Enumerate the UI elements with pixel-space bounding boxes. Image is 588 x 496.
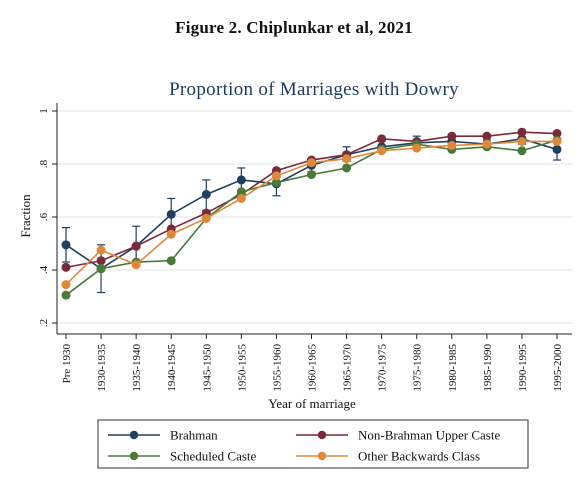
x-tick-label: 1930-1935 (96, 344, 108, 392)
x-tick-label: 1960-1965 (307, 344, 319, 392)
legend-label: Scheduled Caste (170, 449, 257, 464)
data-point (96, 256, 106, 266)
y-tick-label: .2 (38, 319, 50, 327)
data-point (377, 146, 387, 156)
x-tick-label: 1975-1980 (412, 344, 424, 392)
data-point (412, 143, 422, 153)
legend-marker (129, 430, 139, 440)
data-point (96, 245, 106, 255)
x-tick-label: 1985-1990 (482, 344, 494, 392)
x-tick-label: 1990-1995 (517, 344, 529, 392)
x-tick-label: 1935-1940 (131, 344, 143, 392)
x-tick-label: 1945-1950 (201, 344, 213, 392)
data-point (447, 140, 457, 150)
axes (52, 103, 572, 339)
y-tick-label: .6 (38, 212, 50, 221)
data-point (131, 241, 141, 251)
x-tick-label: 1970-1975 (377, 344, 389, 392)
legend-label: Non-Brahman Upper Caste (358, 428, 500, 443)
legend-item: Brahman (108, 428, 218, 443)
data-point (166, 229, 176, 239)
data-point (377, 134, 387, 144)
data-point (61, 290, 71, 300)
series-3 (61, 136, 562, 290)
data-point (96, 264, 106, 274)
data-point (517, 127, 527, 137)
x-tick-label: Pre 1930 (61, 344, 73, 384)
x-tick-labels: Pre 1930 1930-1935 1935-1940 1940-1945 1945-… (61, 344, 564, 392)
data-point (201, 213, 211, 223)
x-tick-label: 1955-1960 (271, 344, 283, 392)
data-point (447, 131, 457, 141)
data-point (482, 131, 492, 141)
legend-item: Scheduled Caste (108, 449, 257, 464)
data-point (306, 170, 316, 180)
data-point (201, 189, 211, 199)
legend-label: Brahman (170, 428, 218, 443)
legend-label: Other Backwards Class (358, 449, 480, 464)
legend-marker (317, 451, 327, 461)
y-tick-label: 1 (38, 108, 50, 114)
x-tick-label: 1980-1985 (447, 344, 459, 392)
data-point (166, 209, 176, 219)
x-tick-label: 1995-2000 (552, 344, 564, 392)
figure-caption: Figure 2. Chiplunkar et al, 2021 (175, 18, 413, 37)
chart-title: Proportion of Marriages with Dowry (169, 79, 459, 100)
x-tick-label: 1940-1945 (166, 344, 178, 392)
data-point (517, 136, 527, 146)
legend-marker (129, 451, 139, 461)
data-point (236, 193, 246, 203)
y-tick-label: .8 (38, 159, 50, 168)
data-point (482, 139, 492, 149)
legend: Brahman Non-Brahman Upper Caste Scheduled … (97, 419, 529, 469)
data-point (166, 256, 176, 266)
data-point (306, 158, 316, 168)
data-point (61, 280, 71, 290)
x-tick-label: 1965-1970 (342, 344, 354, 392)
x-axis-label: Year of marriage (268, 396, 356, 411)
legend-box (97, 419, 529, 469)
y-axis-label: Fraction (18, 194, 33, 238)
legend-item: Non-Brahman Upper Caste (296, 428, 500, 443)
data-series (61, 127, 562, 300)
y-tick-labels: .2 .4 .6 .8 1 (38, 108, 50, 327)
data-point (342, 163, 352, 173)
legend-marker (317, 430, 327, 440)
data-point (517, 146, 527, 156)
x-tick-label: 1950-1955 (236, 344, 248, 392)
data-point (342, 154, 352, 164)
data-point (131, 260, 141, 270)
data-point (61, 262, 71, 272)
data-point (271, 171, 281, 181)
data-point (552, 144, 562, 154)
data-point (552, 136, 562, 146)
legend-item: Other Backwards Class (296, 449, 480, 464)
y-tick-label: .4 (38, 265, 50, 274)
data-point (236, 175, 246, 185)
data-point (61, 240, 71, 250)
